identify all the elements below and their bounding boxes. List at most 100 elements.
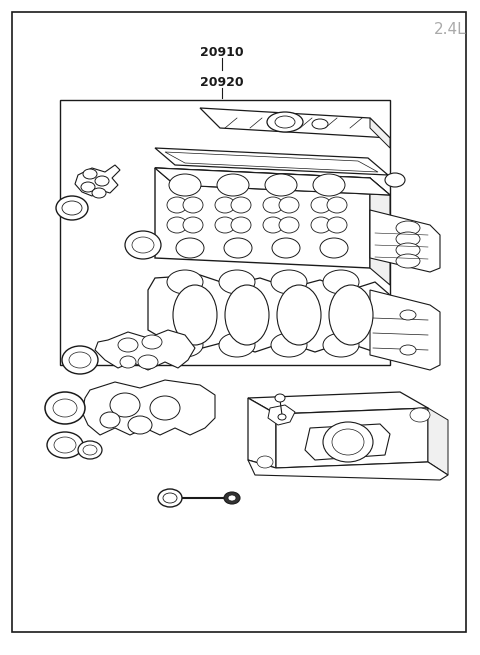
Ellipse shape — [173, 285, 217, 345]
Ellipse shape — [225, 285, 269, 345]
Ellipse shape — [329, 285, 373, 345]
Ellipse shape — [183, 217, 203, 233]
Ellipse shape — [132, 237, 154, 253]
Polygon shape — [95, 330, 195, 370]
Polygon shape — [248, 460, 448, 480]
Ellipse shape — [275, 116, 295, 128]
Ellipse shape — [263, 197, 283, 213]
Polygon shape — [248, 398, 276, 468]
Polygon shape — [428, 408, 448, 475]
Ellipse shape — [396, 221, 420, 235]
Ellipse shape — [83, 445, 97, 455]
Ellipse shape — [400, 310, 416, 320]
Ellipse shape — [78, 441, 102, 459]
Ellipse shape — [323, 270, 359, 294]
Ellipse shape — [323, 422, 373, 462]
Ellipse shape — [128, 416, 152, 434]
Ellipse shape — [183, 197, 203, 213]
Ellipse shape — [167, 270, 203, 294]
Ellipse shape — [396, 232, 420, 246]
Ellipse shape — [167, 333, 203, 357]
Ellipse shape — [271, 270, 307, 294]
Ellipse shape — [332, 429, 364, 455]
Ellipse shape — [120, 356, 136, 368]
Ellipse shape — [231, 197, 251, 213]
Ellipse shape — [83, 169, 97, 179]
Ellipse shape — [100, 412, 120, 428]
Ellipse shape — [228, 495, 236, 501]
Text: 20920: 20920 — [200, 75, 244, 88]
Ellipse shape — [142, 335, 162, 349]
Polygon shape — [75, 165, 120, 196]
Bar — [60, 100, 390, 365]
Polygon shape — [305, 424, 390, 460]
Polygon shape — [370, 210, 440, 272]
Ellipse shape — [215, 197, 235, 213]
Ellipse shape — [224, 238, 252, 258]
Polygon shape — [370, 290, 440, 370]
Ellipse shape — [138, 355, 158, 369]
Ellipse shape — [53, 399, 77, 417]
Ellipse shape — [272, 238, 300, 258]
Ellipse shape — [56, 196, 88, 220]
Polygon shape — [165, 152, 378, 172]
Ellipse shape — [62, 201, 82, 215]
Ellipse shape — [312, 119, 328, 129]
Polygon shape — [148, 275, 390, 352]
Polygon shape — [248, 392, 428, 414]
Ellipse shape — [219, 270, 255, 294]
Ellipse shape — [279, 197, 299, 213]
Ellipse shape — [327, 217, 347, 233]
Ellipse shape — [176, 238, 204, 258]
Ellipse shape — [396, 254, 420, 268]
Ellipse shape — [150, 396, 180, 420]
Polygon shape — [155, 168, 370, 268]
Ellipse shape — [47, 432, 83, 458]
Polygon shape — [155, 168, 390, 195]
Ellipse shape — [311, 217, 331, 233]
Ellipse shape — [265, 174, 297, 196]
Ellipse shape — [231, 217, 251, 233]
Ellipse shape — [267, 112, 303, 132]
Ellipse shape — [163, 493, 177, 503]
Ellipse shape — [95, 176, 109, 186]
Ellipse shape — [277, 285, 321, 345]
Ellipse shape — [278, 414, 286, 420]
Ellipse shape — [410, 408, 430, 422]
Ellipse shape — [215, 217, 235, 233]
Ellipse shape — [62, 346, 98, 374]
Ellipse shape — [219, 333, 255, 357]
Ellipse shape — [279, 217, 299, 233]
Ellipse shape — [327, 197, 347, 213]
Polygon shape — [155, 168, 390, 195]
Text: 20910: 20910 — [200, 45, 244, 58]
Ellipse shape — [320, 238, 348, 258]
Polygon shape — [268, 405, 295, 425]
Ellipse shape — [224, 492, 240, 504]
Ellipse shape — [323, 333, 359, 357]
Ellipse shape — [311, 197, 331, 213]
Polygon shape — [276, 408, 428, 468]
Ellipse shape — [81, 182, 95, 192]
Ellipse shape — [313, 174, 345, 196]
Ellipse shape — [118, 338, 138, 352]
Ellipse shape — [110, 393, 140, 417]
Text: 2.4L: 2.4L — [434, 22, 466, 37]
Ellipse shape — [385, 173, 405, 187]
Ellipse shape — [92, 188, 106, 198]
Ellipse shape — [158, 489, 182, 507]
Ellipse shape — [69, 352, 91, 368]
Ellipse shape — [45, 392, 85, 424]
Polygon shape — [155, 148, 388, 175]
Ellipse shape — [167, 197, 187, 213]
Ellipse shape — [257, 456, 273, 468]
Ellipse shape — [275, 394, 285, 402]
Ellipse shape — [400, 345, 416, 355]
Ellipse shape — [54, 437, 76, 453]
Polygon shape — [200, 108, 390, 138]
Ellipse shape — [125, 231, 161, 259]
Ellipse shape — [263, 217, 283, 233]
Polygon shape — [370, 178, 390, 285]
Ellipse shape — [169, 174, 201, 196]
Ellipse shape — [217, 174, 249, 196]
